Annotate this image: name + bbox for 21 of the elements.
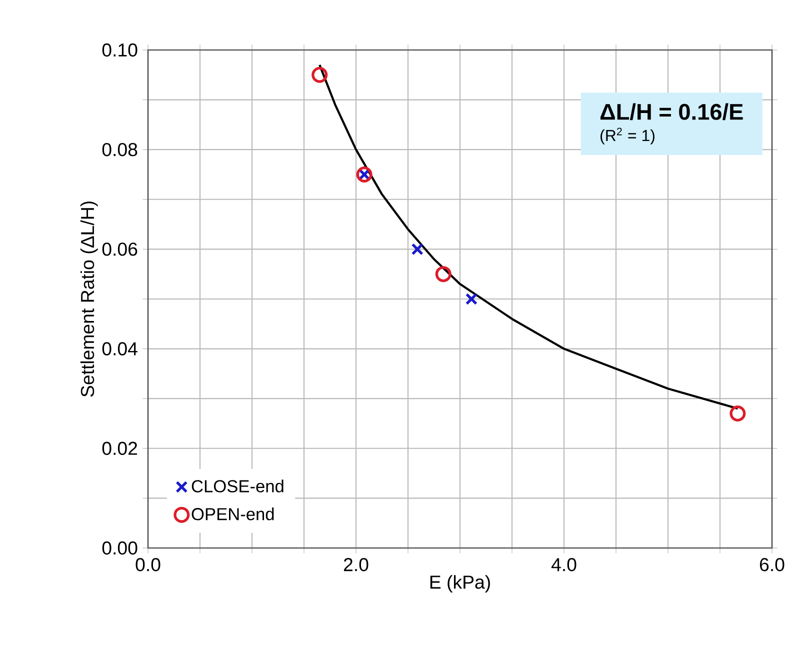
point bbox=[730, 406, 746, 422]
y-tick-label: 0.10 bbox=[102, 43, 138, 57]
legend-label: CLOSE-end bbox=[192, 480, 284, 492]
x-tick-label: 4.0 bbox=[551, 558, 576, 572]
point bbox=[435, 266, 452, 282]
x-tick-label: 0.0 bbox=[136, 558, 160, 572]
annotation: (R$^{2}$ = 1) bbox=[600, 128, 654, 144]
annotation: ΔL/H = 0.16/E bbox=[600, 103, 743, 120]
point bbox=[411, 243, 424, 256]
y-tick-label: 0.08 bbox=[102, 142, 138, 156]
y-tick-label: 0.02 bbox=[102, 442, 138, 455]
point bbox=[465, 292, 478, 306]
y-tick-label: 0.00 bbox=[102, 541, 138, 555]
x-tick-label: 6.0 bbox=[760, 558, 784, 572]
legend-label: OPEN-end bbox=[192, 508, 274, 520]
y-tick-label: 0.06 bbox=[102, 242, 138, 256]
y-axis-title: Settlement Ratio (ΔL/H) bbox=[80, 202, 98, 397]
y-tick-label: 0.04 bbox=[102, 342, 138, 356]
x-tick-label: 2.0 bbox=[344, 558, 368, 572]
point bbox=[312, 66, 328, 83]
x-axis-title: E (kPa) bbox=[430, 575, 490, 592]
